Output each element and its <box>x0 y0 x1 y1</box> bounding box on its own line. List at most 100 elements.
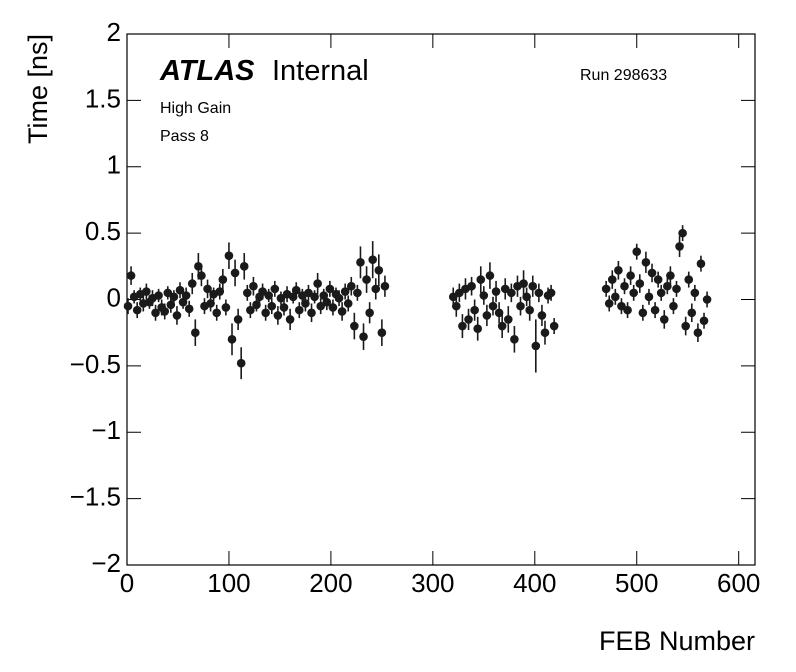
data-point <box>279 303 289 312</box>
data-point <box>206 299 215 308</box>
data-point <box>353 288 362 298</box>
data-point <box>647 268 657 278</box>
data-point <box>267 301 277 311</box>
data-point <box>516 301 525 311</box>
data-point <box>681 321 690 331</box>
data-point <box>316 301 326 311</box>
data-point <box>494 308 504 318</box>
data-point <box>310 292 319 302</box>
data-point <box>672 284 681 294</box>
data-point <box>304 288 313 298</box>
data-point <box>644 292 654 302</box>
data-point <box>172 311 182 320</box>
data-point <box>629 288 638 298</box>
data-point <box>500 284 510 294</box>
data-point <box>653 275 663 284</box>
data-point <box>184 304 194 314</box>
data-point <box>175 285 185 295</box>
data-point <box>482 311 492 320</box>
data-point <box>675 242 684 251</box>
data-point <box>346 281 356 291</box>
data-point <box>142 287 151 296</box>
data-point <box>273 311 283 320</box>
y-tick-label: 2 <box>107 17 121 47</box>
y-tick-label: −1.5 <box>70 482 121 512</box>
data-point <box>334 293 344 303</box>
data-point <box>239 262 249 271</box>
data-point <box>626 271 635 280</box>
data-point <box>343 299 353 308</box>
data-point <box>276 293 286 303</box>
data-point <box>325 284 335 294</box>
data-point <box>291 285 301 295</box>
x-tick-label: 400 <box>513 568 556 598</box>
data-point <box>467 281 476 291</box>
x-axis-label: FEB Number <box>599 626 755 656</box>
data-point <box>549 321 559 331</box>
data-point <box>187 279 197 288</box>
data-point <box>362 275 371 284</box>
data-point <box>528 281 538 291</box>
data-point <box>233 315 243 324</box>
data-point <box>650 305 660 315</box>
data-point <box>448 292 458 302</box>
data-point <box>212 308 222 318</box>
data-point <box>485 271 495 280</box>
data-point <box>264 291 274 300</box>
data-point <box>519 279 528 288</box>
data-point <box>246 305 255 315</box>
data-point <box>678 228 687 238</box>
gain-label: High Gain <box>160 100 231 117</box>
data-point <box>531 341 541 351</box>
data-point <box>699 316 709 326</box>
data-point <box>693 328 703 337</box>
data-point <box>470 305 479 315</box>
data-point <box>123 301 133 311</box>
data-point <box>178 297 188 307</box>
data-point <box>702 295 712 304</box>
data-point <box>242 288 252 298</box>
data-point <box>258 287 267 296</box>
data-point <box>218 275 228 284</box>
data-point <box>371 284 381 294</box>
data-point <box>458 321 467 331</box>
y-axis-label: Time [ns] <box>23 34 53 144</box>
data-point <box>356 258 365 267</box>
data-point <box>540 328 550 337</box>
data-point <box>663 281 672 291</box>
data-point <box>169 292 179 302</box>
data-point <box>503 315 513 324</box>
data-point <box>294 305 304 315</box>
data-point <box>194 262 203 271</box>
data-point <box>522 292 531 302</box>
data-point <box>614 265 623 275</box>
data-point <box>154 291 163 300</box>
data-point <box>476 275 486 284</box>
data-point <box>473 324 483 334</box>
data-point <box>151 308 160 318</box>
data-point <box>221 303 231 312</box>
data-point <box>249 281 258 291</box>
data-point <box>638 308 648 318</box>
data-point <box>623 305 632 315</box>
data-point <box>322 297 332 307</box>
x-tick-label: 500 <box>615 568 658 598</box>
data-point <box>163 288 173 298</box>
run-label: Run 298633 <box>580 67 667 84</box>
data-point <box>611 292 620 302</box>
x-tick-label: 600 <box>717 568 760 598</box>
y-tick-label: −1 <box>91 415 121 445</box>
data-point <box>337 307 347 316</box>
data-point <box>684 275 694 284</box>
data-point <box>319 291 329 300</box>
data-point <box>380 281 390 291</box>
data-point <box>377 328 387 337</box>
data-point <box>455 288 464 298</box>
y-tick-label: −2 <box>91 548 121 578</box>
data-point <box>451 301 461 311</box>
data-point <box>507 288 516 298</box>
data-point <box>656 288 666 298</box>
data-point <box>368 255 377 264</box>
data-point <box>464 315 473 324</box>
data-point <box>497 321 507 331</box>
